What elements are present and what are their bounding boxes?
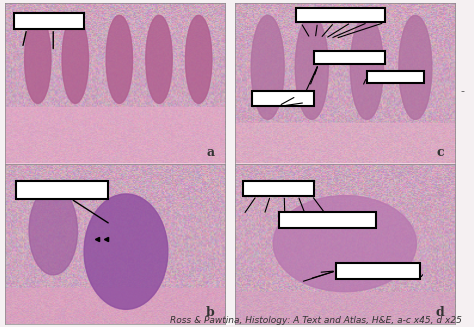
Ellipse shape xyxy=(25,15,51,103)
Text: a: a xyxy=(206,146,214,159)
Text: d: d xyxy=(435,306,444,319)
Ellipse shape xyxy=(185,15,212,103)
FancyBboxPatch shape xyxy=(336,263,420,279)
Text: c: c xyxy=(437,146,444,159)
FancyBboxPatch shape xyxy=(296,8,384,23)
Ellipse shape xyxy=(273,196,417,292)
Ellipse shape xyxy=(350,15,383,119)
FancyBboxPatch shape xyxy=(5,107,225,164)
FancyBboxPatch shape xyxy=(367,71,424,83)
FancyBboxPatch shape xyxy=(14,13,84,29)
Ellipse shape xyxy=(84,194,168,309)
Ellipse shape xyxy=(146,15,172,103)
FancyBboxPatch shape xyxy=(252,91,314,106)
FancyBboxPatch shape xyxy=(235,123,455,164)
Ellipse shape xyxy=(251,15,284,119)
FancyBboxPatch shape xyxy=(5,288,225,324)
Ellipse shape xyxy=(29,187,77,275)
Text: b: b xyxy=(205,306,214,319)
Text: -: - xyxy=(460,87,464,96)
FancyBboxPatch shape xyxy=(16,181,109,199)
Ellipse shape xyxy=(62,15,89,103)
FancyBboxPatch shape xyxy=(244,181,314,196)
FancyBboxPatch shape xyxy=(279,212,376,228)
Text: Ross & Pawtina, Histology: A Text and Atlas, H&E, a-c x45, d x25: Ross & Pawtina, Histology: A Text and At… xyxy=(170,316,462,325)
FancyBboxPatch shape xyxy=(314,51,384,64)
Ellipse shape xyxy=(295,15,328,119)
Ellipse shape xyxy=(399,15,432,119)
Ellipse shape xyxy=(106,15,133,103)
FancyBboxPatch shape xyxy=(235,292,455,324)
